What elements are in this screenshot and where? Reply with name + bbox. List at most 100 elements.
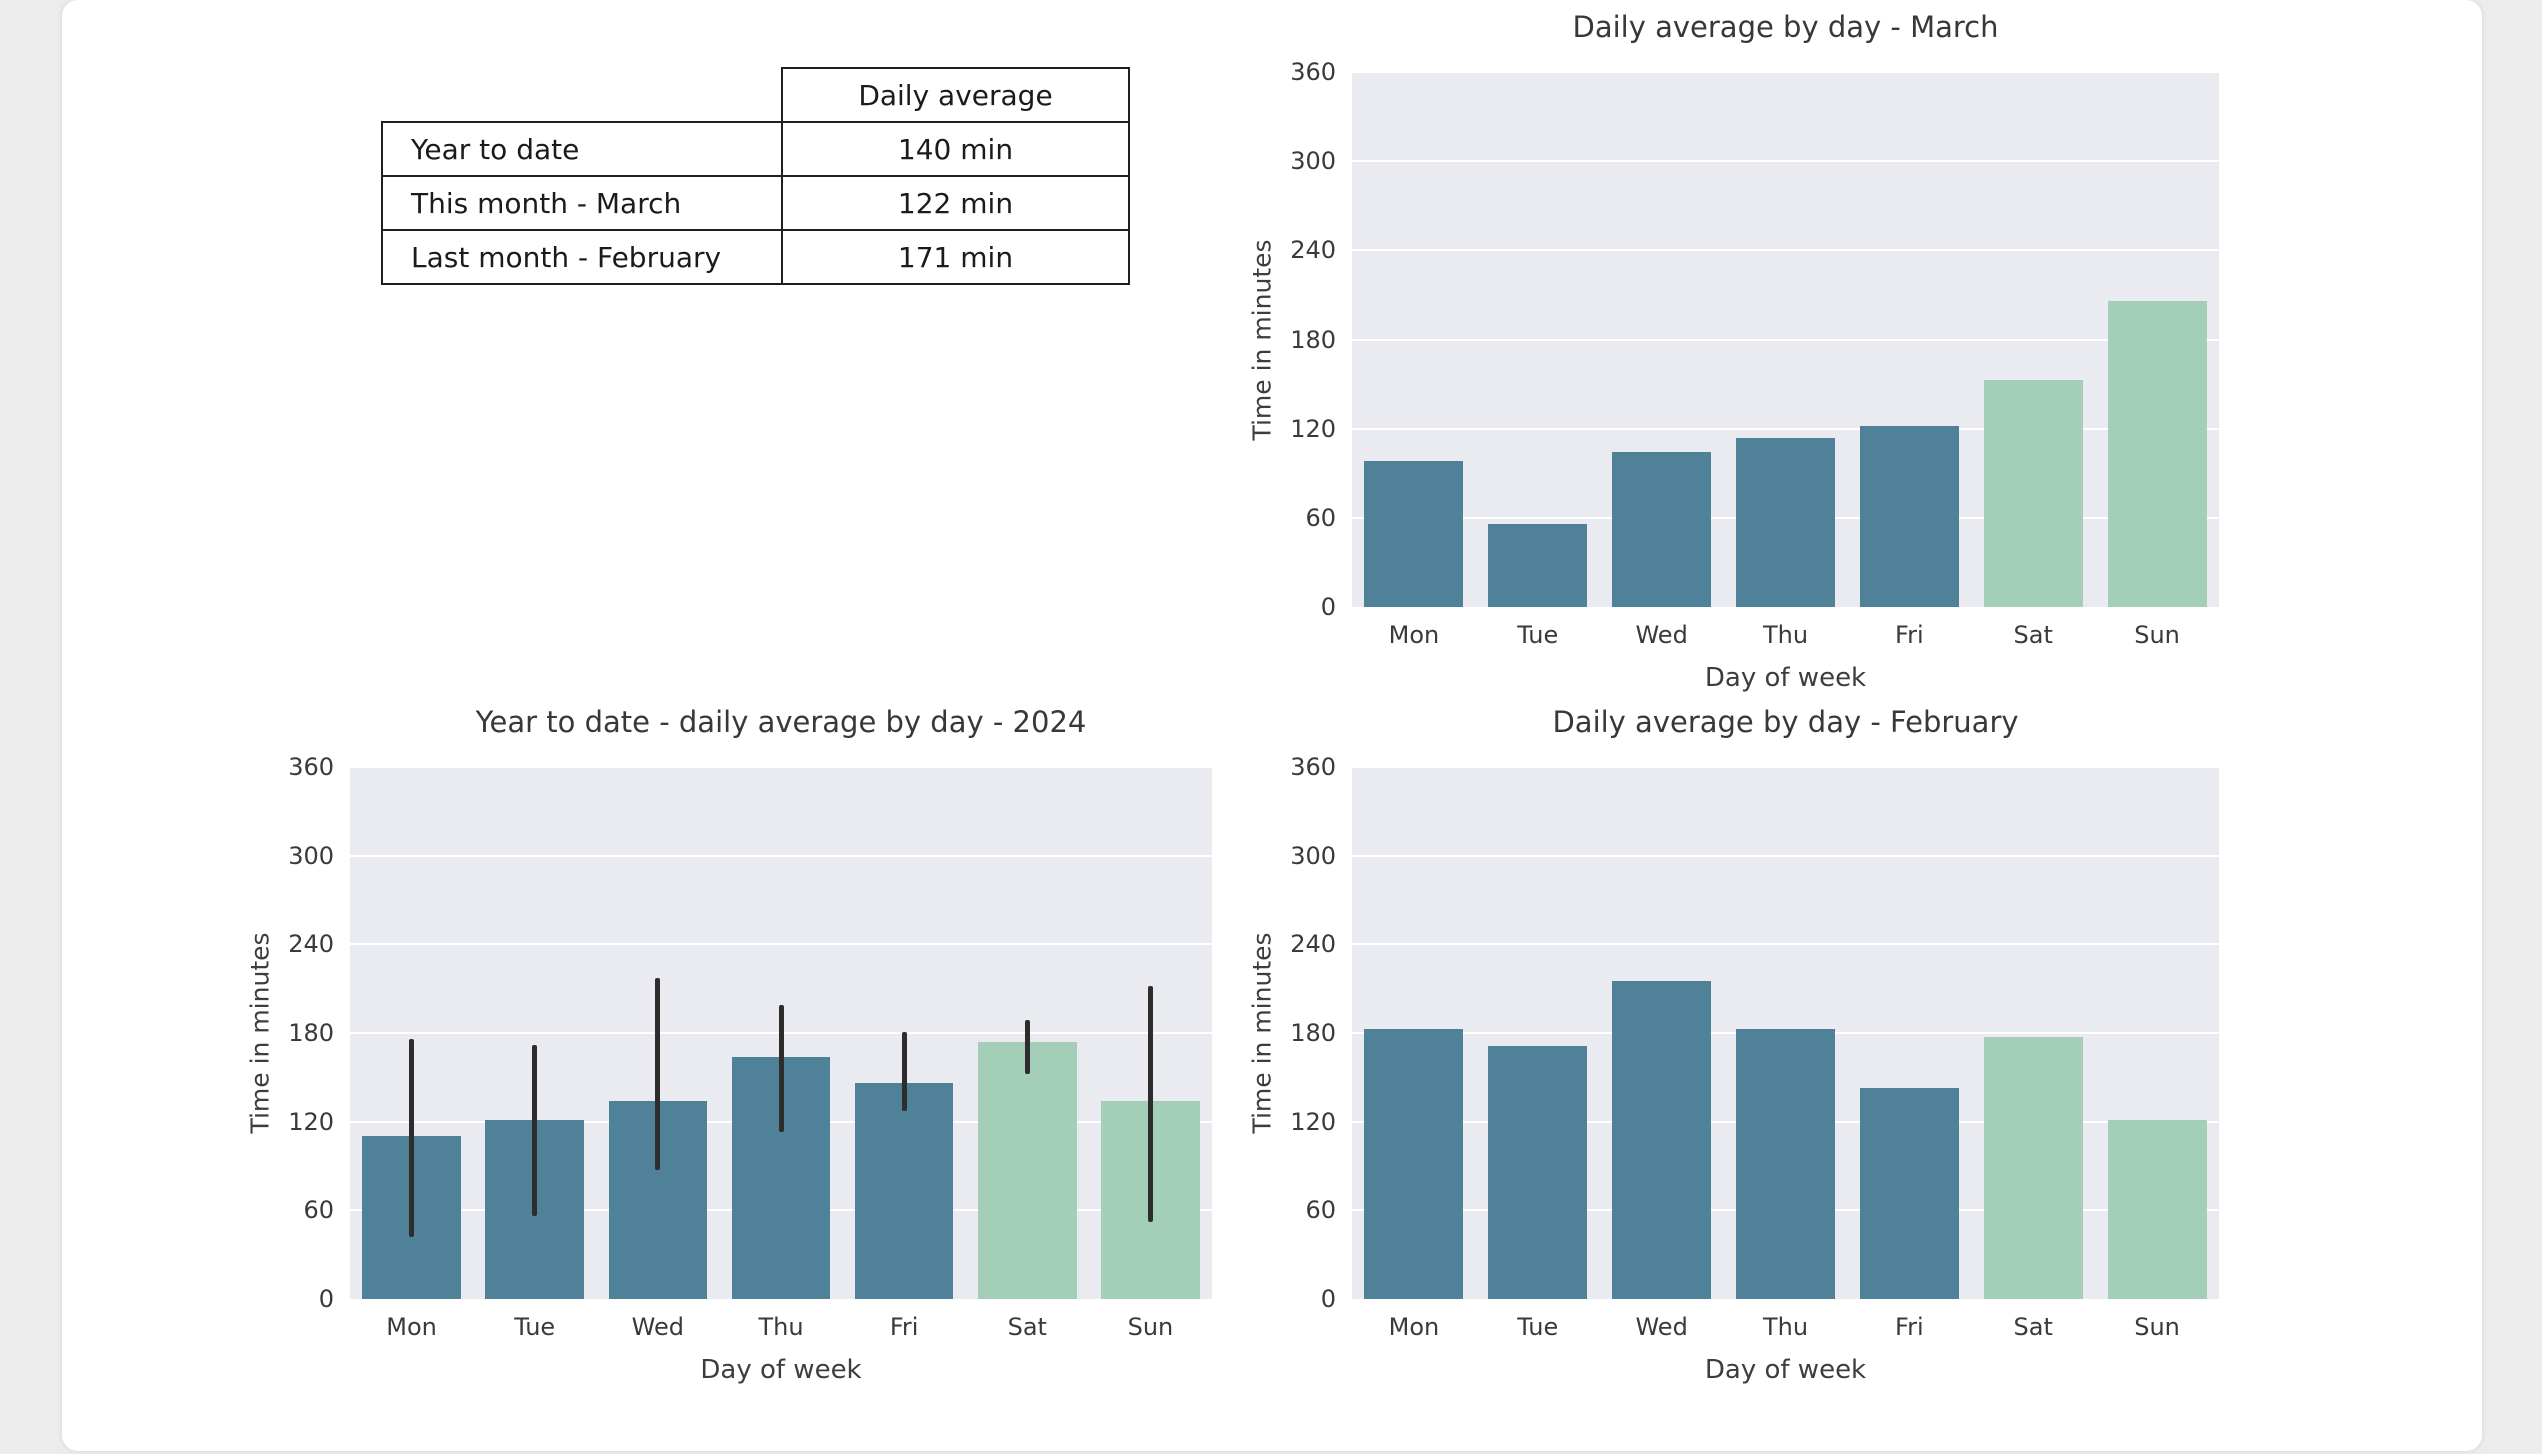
y-axis-label: Time in minutes bbox=[1247, 238, 1277, 441]
gridline-300 bbox=[1352, 160, 2219, 163]
x-tick-sat: Sat bbox=[2013, 1313, 2053, 1341]
gridline-240 bbox=[1352, 249, 2219, 252]
bar-fri bbox=[854, 1083, 954, 1299]
x-tick-thu: Thu bbox=[1762, 621, 1809, 649]
bar-mon bbox=[1364, 1028, 1464, 1299]
y-tick-120: 120 bbox=[1290, 414, 1336, 443]
gridline-360 bbox=[1352, 72, 2219, 73]
error-bar-wed bbox=[655, 978, 661, 1171]
y-tick-360: 360 bbox=[1290, 58, 1336, 86]
gridline-240 bbox=[1352, 943, 2219, 946]
bar-sun bbox=[2107, 1120, 2207, 1299]
x-tick-tue: Tue bbox=[514, 1313, 556, 1341]
x-tick-mon: Mon bbox=[1388, 621, 1440, 649]
bar-thu bbox=[1735, 437, 1836, 607]
y-tick-60: 60 bbox=[1305, 1196, 1336, 1225]
bar-tue bbox=[1488, 1046, 1588, 1299]
table-header-empty-cell bbox=[382, 68, 782, 122]
chart-daily-average-march: 0 60 120 180 240 300 360 Mon Tue Wed Thu Fri Sat Sun D… bbox=[1248, 10, 2219, 693]
y-tick-180: 180 bbox=[288, 1019, 334, 1047]
plot-area bbox=[350, 767, 1212, 1299]
chart-title: Daily average by day - February bbox=[1552, 705, 2019, 739]
plot-area bbox=[1352, 767, 2219, 1299]
y-tick-360: 360 bbox=[1290, 753, 1336, 781]
x-axis-label: Day of week bbox=[1704, 663, 1867, 693]
x-tick-tue: Tue bbox=[1517, 1313, 1559, 1341]
bar-sat bbox=[1983, 379, 2083, 607]
y-tick-60: 60 bbox=[303, 1196, 334, 1225]
y-tick-240: 240 bbox=[288, 930, 334, 959]
x-tick-fri: Fri bbox=[889, 1313, 919, 1341]
y-axis-label: Time in minutes bbox=[1247, 932, 1277, 1134]
x-tick-thu: Thu bbox=[758, 1313, 804, 1341]
x-tick-mon: Mon bbox=[386, 1313, 437, 1341]
bar-wed bbox=[1612, 981, 1712, 1299]
x-tick-mon: Mon bbox=[1388, 1313, 1440, 1341]
plot-area bbox=[1352, 72, 2219, 607]
error-bar-tue bbox=[532, 1044, 538, 1217]
y-tick-180: 180 bbox=[1290, 1019, 1336, 1047]
table-header-daily-average: Daily average bbox=[781, 67, 1130, 123]
y-tick-180: 180 bbox=[1290, 325, 1336, 354]
error-bar-sun bbox=[1147, 985, 1153, 1223]
y-tick-60: 60 bbox=[1305, 503, 1336, 532]
y-tick-300: 300 bbox=[1290, 841, 1336, 870]
bar-tue bbox=[1488, 523, 1588, 607]
x-tick-sun: Sun bbox=[2134, 1313, 2180, 1341]
gridline-120 bbox=[1352, 427, 2219, 430]
bar-sun bbox=[2107, 300, 2207, 607]
y-tick-240: 240 bbox=[1290, 930, 1336, 959]
x-tick-sun: Sun bbox=[2134, 621, 2180, 649]
y-tick-300: 300 bbox=[288, 841, 334, 870]
gridline-360 bbox=[1352, 767, 2219, 768]
x-tick-tue: Tue bbox=[1517, 621, 1559, 649]
x-tick-wed: Wed bbox=[631, 1313, 685, 1341]
x-tick-fri: Fri bbox=[1895, 1313, 1924, 1341]
table-row: This month - March 122 min bbox=[381, 175, 1130, 231]
bar-fri bbox=[1859, 425, 1959, 607]
chart-year-to-date-2024: 0 60 120 180 240 300 360 Mon Tue Wed Thu Fri Sat Sun Y… bbox=[246, 705, 1212, 1385]
y-tick-240: 240 bbox=[1290, 236, 1336, 265]
table-row-label-last-month: Last month - February bbox=[381, 229, 783, 285]
summary-table: Daily average Year to date 140 min This … bbox=[381, 67, 1130, 285]
x-tick-sat: Sat bbox=[1007, 1313, 1047, 1341]
chart-title: Year to date - daily average by day - 20… bbox=[475, 705, 1087, 739]
gridline-240 bbox=[350, 943, 1212, 946]
y-axis-label: Time in minutes bbox=[245, 932, 275, 1134]
gridline-360 bbox=[350, 767, 1212, 768]
error-bar-fri bbox=[901, 1031, 907, 1112]
table-row-value-this-month: 122 min bbox=[781, 175, 1130, 231]
x-tick-sun: Sun bbox=[1127, 1313, 1174, 1341]
chart-daily-average-february: 0 60 120 180 240 300 360 Mon Tue Wed Thu Fri Sat Sun D… bbox=[1248, 705, 2219, 1385]
bar-mon bbox=[1364, 461, 1464, 607]
y-tick-120: 120 bbox=[288, 1107, 334, 1136]
bar-fri bbox=[1859, 1087, 1959, 1299]
figure-canvas: Daily average Year to date 140 min This … bbox=[62, 0, 2482, 1451]
x-axis-label: Day of week bbox=[1704, 1355, 1867, 1385]
bar-wed bbox=[1612, 452, 1712, 607]
table-row-value-last-month: 171 min bbox=[781, 229, 1130, 285]
table-row: Last month - February 171 min bbox=[381, 229, 1130, 285]
x-tick-wed: Wed bbox=[1635, 621, 1688, 649]
x-axis-label: Day of week bbox=[700, 1355, 862, 1385]
y-tick-0: 0 bbox=[318, 1285, 334, 1313]
error-bar-thu bbox=[778, 1004, 784, 1132]
table-row-value-year-to-date: 140 min bbox=[781, 121, 1130, 177]
y-tick-300: 300 bbox=[1290, 147, 1336, 176]
error-bar-mon bbox=[409, 1038, 415, 1237]
x-tick-fri: Fri bbox=[1895, 621, 1924, 649]
y-tick-120: 120 bbox=[1290, 1107, 1336, 1136]
bar-sat bbox=[978, 1041, 1077, 1299]
gridline-300 bbox=[1352, 854, 2219, 857]
gridline-300 bbox=[350, 854, 1212, 857]
table-row-label-year-to-date: Year to date bbox=[381, 121, 783, 177]
chart-title: Daily average by day - March bbox=[1572, 10, 1999, 44]
error-bar-sat bbox=[1024, 1019, 1030, 1075]
bar-thu bbox=[1735, 1028, 1836, 1299]
y-tick-0: 0 bbox=[1320, 593, 1336, 621]
table-row: Year to date 140 min bbox=[381, 121, 1130, 177]
bar-sat bbox=[1983, 1037, 2083, 1299]
gridline-180 bbox=[1352, 338, 2219, 341]
y-tick-360: 360 bbox=[288, 753, 334, 781]
